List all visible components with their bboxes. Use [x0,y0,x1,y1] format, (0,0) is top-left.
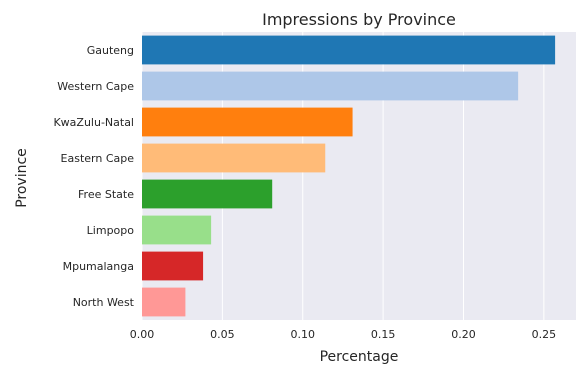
x-tick-label: 0.00 [130,328,155,341]
x-tick-label: 0.05 [210,328,235,341]
bar-limpopo [142,215,212,245]
y-tick-label: Free State [78,188,134,201]
y-tick-label: Limpopo [87,224,135,237]
x-tick-label: 0.10 [290,328,315,341]
y-tick-label: Western Cape [57,80,134,93]
bar-north-west [142,287,186,317]
bar-western-cape [142,71,519,101]
bar-kwazulu-natal [142,107,353,137]
chart-title: Impressions by Province [262,10,456,29]
y-tick-label: KwaZulu-Natal [53,116,134,129]
bar-free-state [142,179,273,209]
y-tick-label: Eastern Cape [61,152,135,165]
y-axis-title: Province [14,148,30,208]
x-tick-label: 0.25 [532,328,557,341]
bar-eastern-cape [142,143,326,173]
x-axis-title: Percentage [320,349,399,365]
bar-gauteng [142,35,556,65]
x-tick-label: 0.20 [451,328,476,341]
y-tick-label: North West [73,296,135,309]
x-tick-label: 0.15 [371,328,396,341]
y-tick-label: Mpumalanga [63,260,134,273]
y-tick-label: Gauteng [87,44,134,57]
bar-mpumalanga [142,251,204,281]
